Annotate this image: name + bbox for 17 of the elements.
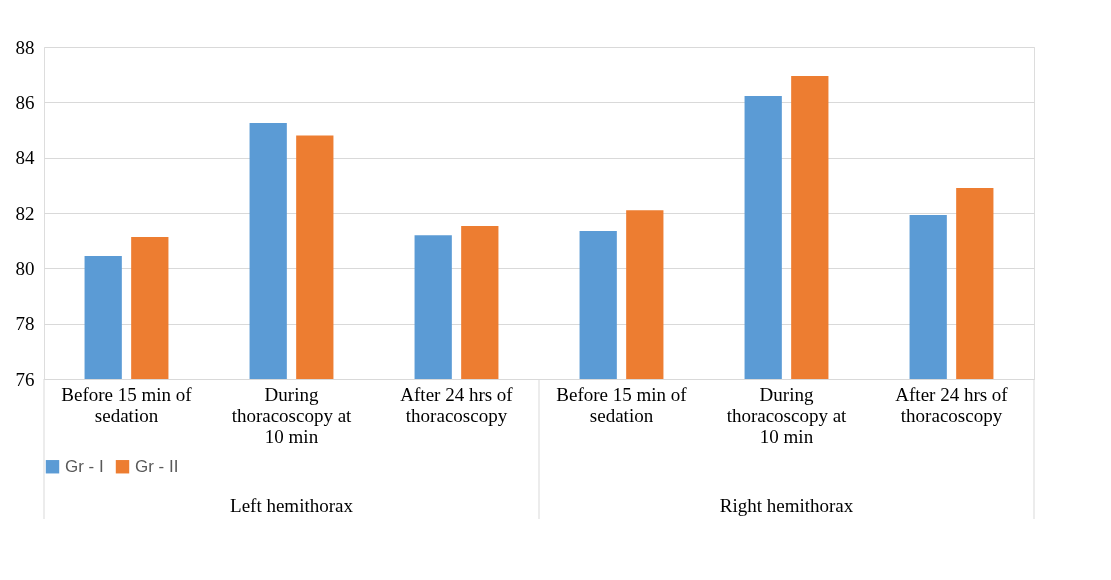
x-tick-label: During thoracoscopy at 10 min xyxy=(726,383,848,447)
x-tick-label: Before 15 min of sedation xyxy=(556,383,688,426)
y-tick-label: 76 xyxy=(15,368,35,390)
y-tick-label: 86 xyxy=(15,91,35,113)
legend-label: Gr - II xyxy=(135,456,179,476)
y-tick-label: 80 xyxy=(15,257,35,279)
text: Right hemithorax xyxy=(719,495,854,516)
x-tick-label: Before 15 min of sedation xyxy=(61,383,193,426)
text: Left hemithorax xyxy=(230,495,354,516)
x-tick-label: During thoracoscopy at 10 min xyxy=(231,383,353,447)
x-tick-label: After 24 hrs of thoracoscopy xyxy=(895,383,1009,426)
y-tick-label: 84 xyxy=(15,147,35,169)
y-tick-label: 88 xyxy=(15,36,35,58)
x-tick-label: After 24 hrs of thoracoscopy xyxy=(400,383,514,426)
legend-label: Gr - I xyxy=(65,456,104,476)
y-tick-label: 78 xyxy=(15,313,35,335)
y-tick-label: 82 xyxy=(15,202,35,224)
